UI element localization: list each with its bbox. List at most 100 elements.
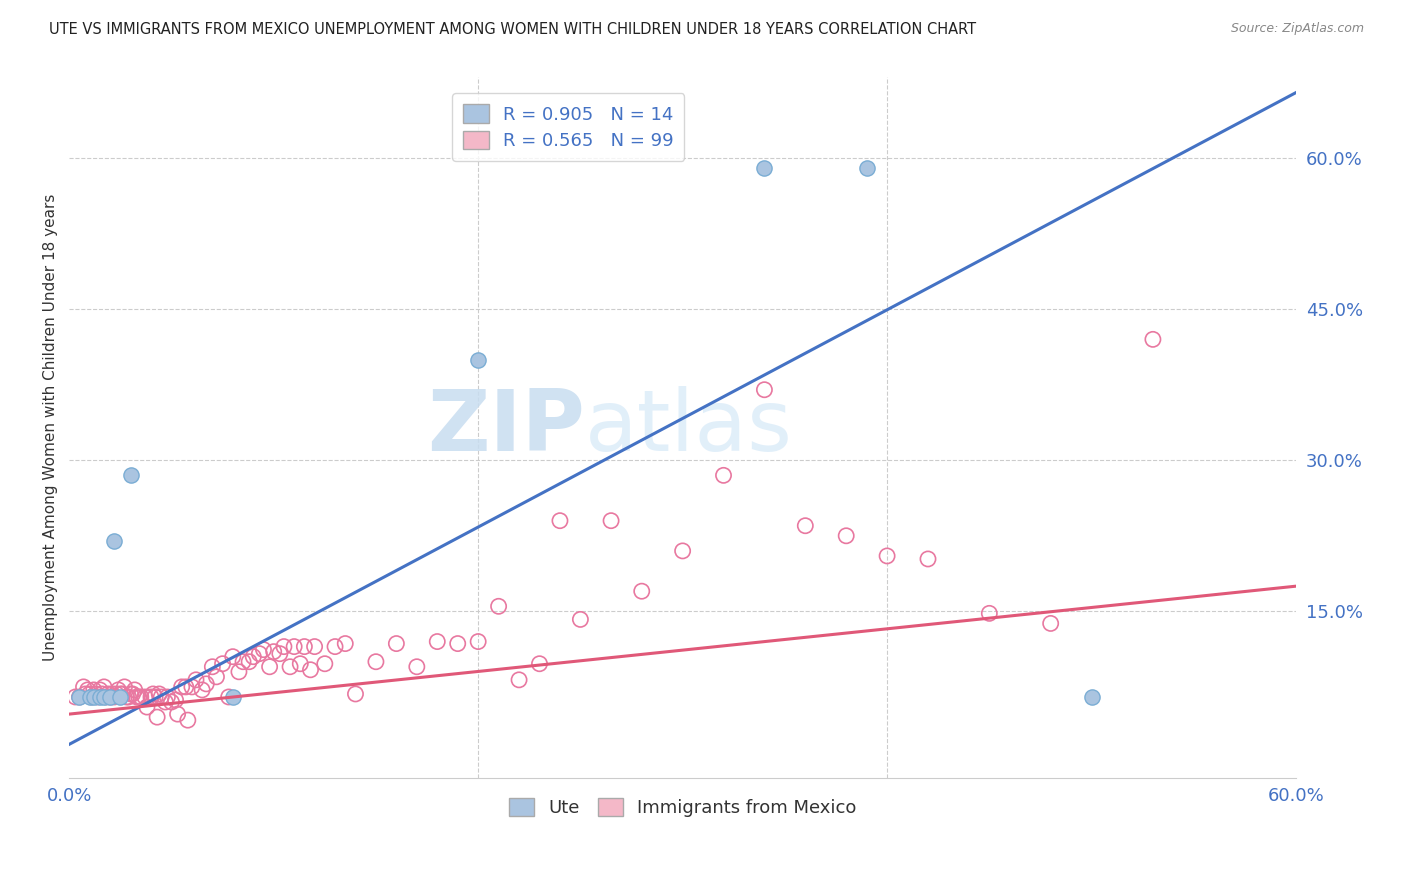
Point: [93, 690, 115, 704]
Point: [120, 687, 142, 701]
Point: [72, 680, 94, 694]
Point: [69, 690, 91, 704]
Point: [98, 690, 121, 704]
Point: [488, 599, 510, 614]
Point: [114, 680, 136, 694]
Point: [447, 637, 470, 651]
Point: [630, 584, 652, 599]
Point: [177, 713, 200, 727]
Point: [467, 634, 489, 648]
Point: [259, 659, 281, 673]
Point: [242, 649, 264, 664]
Point: [548, 514, 571, 528]
Point: [89, 690, 111, 704]
Point: [143, 690, 166, 704]
Point: [273, 640, 295, 654]
Point: [385, 637, 408, 651]
Point: [83, 682, 105, 697]
Point: [228, 665, 250, 679]
Point: [222, 690, 245, 704]
Point: [174, 680, 197, 694]
Point: [917, 552, 939, 566]
Point: [314, 657, 336, 671]
Point: [94, 690, 117, 704]
Text: atlas: atlas: [585, 386, 793, 469]
Point: [238, 655, 260, 669]
Point: [79, 687, 101, 701]
Point: [205, 670, 228, 684]
Y-axis label: Unemployment Among Women with Children Under 18 years: Unemployment Among Women with Children U…: [44, 194, 58, 661]
Point: [1039, 616, 1062, 631]
Point: [65, 690, 87, 704]
Text: Source: ZipAtlas.com: Source: ZipAtlas.com: [1230, 22, 1364, 36]
Point: [105, 687, 128, 701]
Point: [247, 647, 270, 661]
Point: [136, 700, 159, 714]
Point: [278, 659, 301, 673]
Point: [98, 690, 121, 704]
Point: [155, 695, 177, 709]
Point: [79, 690, 101, 704]
Point: [87, 690, 110, 704]
Point: [569, 612, 592, 626]
Point: [69, 690, 91, 704]
Text: ZIP: ZIP: [427, 386, 585, 469]
Point: [101, 687, 124, 701]
Point: [979, 607, 1001, 621]
Point: [191, 682, 214, 697]
Point: [672, 544, 695, 558]
Point: [299, 663, 322, 677]
Point: [110, 690, 132, 704]
Point: [794, 518, 817, 533]
Point: [290, 657, 312, 671]
Point: [129, 690, 152, 704]
Point: [855, 161, 877, 175]
Point: [83, 690, 105, 704]
Point: [75, 687, 97, 701]
Point: [344, 687, 367, 701]
Point: [166, 707, 188, 722]
Point: [364, 655, 387, 669]
Point: [184, 673, 207, 687]
Point: [148, 687, 170, 701]
Point: [405, 659, 427, 673]
Point: [292, 640, 315, 654]
Text: UTE VS IMMIGRANTS FROM MEXICO UNEMPLOYMENT AMONG WOMEN WITH CHILDREN UNDER 18 YE: UTE VS IMMIGRANTS FROM MEXICO UNEMPLOYME…: [49, 22, 976, 37]
Point: [195, 677, 218, 691]
Point: [115, 690, 138, 704]
Point: [426, 634, 449, 648]
Point: [529, 657, 551, 671]
Point: [139, 690, 162, 704]
Point: [754, 161, 776, 175]
Point: [211, 657, 233, 671]
Point: [111, 687, 134, 701]
Point: [835, 529, 858, 543]
Point: [150, 690, 173, 704]
Point: [508, 673, 530, 687]
Point: [91, 687, 114, 701]
Point: [84, 687, 107, 701]
Point: [165, 693, 187, 707]
Point: [283, 640, 305, 654]
Legend: Ute, Immigrants from Mexico: Ute, Immigrants from Mexico: [502, 790, 863, 824]
Point: [323, 640, 346, 654]
Point: [304, 640, 326, 654]
Point: [128, 690, 150, 704]
Point: [103, 533, 125, 548]
Point: [876, 549, 898, 563]
Point: [120, 468, 142, 483]
Point: [124, 682, 146, 697]
Point: [110, 687, 132, 701]
Point: [252, 642, 274, 657]
Point: [180, 680, 202, 694]
Point: [170, 680, 193, 694]
Point: [142, 687, 165, 701]
Point: [1142, 332, 1164, 346]
Point: [125, 690, 148, 704]
Point: [713, 468, 735, 483]
Point: [335, 637, 357, 651]
Point: [269, 647, 291, 661]
Point: [1080, 690, 1102, 704]
Point: [201, 659, 224, 673]
Point: [600, 514, 623, 528]
